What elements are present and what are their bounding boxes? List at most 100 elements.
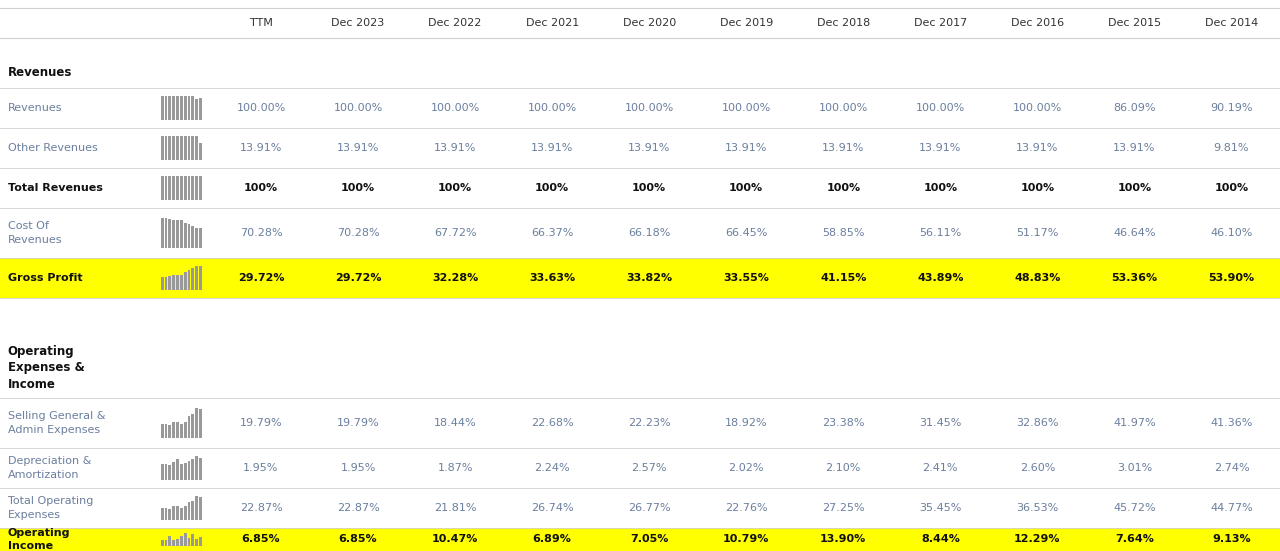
Text: 100.00%: 100.00% xyxy=(430,103,480,113)
Bar xyxy=(173,275,175,290)
Bar xyxy=(195,496,198,520)
Bar xyxy=(169,96,172,120)
Bar xyxy=(161,277,164,290)
Bar xyxy=(169,425,172,438)
Text: 6.85%: 6.85% xyxy=(339,534,378,544)
Bar xyxy=(165,176,168,200)
Text: 48.83%: 48.83% xyxy=(1014,273,1061,283)
Text: 100%: 100% xyxy=(632,183,667,193)
Text: 6.89%: 6.89% xyxy=(532,534,572,544)
Bar xyxy=(195,267,198,290)
Bar xyxy=(183,272,187,290)
Text: 8.44%: 8.44% xyxy=(920,534,960,544)
Bar xyxy=(165,508,168,520)
Text: Gross Profit: Gross Profit xyxy=(8,273,82,283)
Text: 100%: 100% xyxy=(438,183,472,193)
Bar xyxy=(195,456,198,480)
Bar xyxy=(165,218,168,248)
Text: 70.28%: 70.28% xyxy=(337,228,379,238)
Text: 100%: 100% xyxy=(244,183,278,193)
Text: 22.87%: 22.87% xyxy=(239,503,283,513)
Text: 32.86%: 32.86% xyxy=(1016,418,1059,428)
Text: 1.87%: 1.87% xyxy=(438,463,472,473)
Text: Total Operating
Expenses: Total Operating Expenses xyxy=(8,496,93,520)
Text: 13.91%: 13.91% xyxy=(337,143,379,153)
Text: 100%: 100% xyxy=(1020,183,1055,193)
Bar xyxy=(198,409,202,438)
Text: 100.00%: 100.00% xyxy=(237,103,285,113)
Bar xyxy=(198,537,202,547)
Bar xyxy=(191,501,195,520)
Text: 86.09%: 86.09% xyxy=(1114,103,1156,113)
Text: 100%: 100% xyxy=(730,183,763,193)
Bar xyxy=(173,506,175,520)
Bar xyxy=(177,422,179,438)
Bar xyxy=(0,258,1280,298)
Bar xyxy=(161,424,164,438)
Text: Dec 2023: Dec 2023 xyxy=(332,18,385,28)
Text: Operating
Income: Operating Income xyxy=(8,528,70,551)
Text: 46.64%: 46.64% xyxy=(1114,228,1156,238)
Text: 100.00%: 100.00% xyxy=(333,103,383,113)
Bar xyxy=(187,96,191,120)
Text: Dec 2020: Dec 2020 xyxy=(622,18,676,28)
Bar xyxy=(183,463,187,480)
Text: 44.77%: 44.77% xyxy=(1210,503,1253,513)
Bar xyxy=(195,408,198,438)
Bar xyxy=(177,176,179,200)
Text: TTM: TTM xyxy=(250,18,273,28)
Bar xyxy=(183,422,187,438)
Text: 2.74%: 2.74% xyxy=(1213,463,1249,473)
Text: 13.91%: 13.91% xyxy=(919,143,961,153)
Bar xyxy=(165,539,168,547)
Bar xyxy=(173,539,175,547)
Text: Dec 2022: Dec 2022 xyxy=(429,18,481,28)
Bar xyxy=(191,268,195,290)
Bar xyxy=(180,176,183,200)
Bar xyxy=(198,99,202,120)
Bar xyxy=(187,224,191,248)
Text: 7.64%: 7.64% xyxy=(1115,534,1153,544)
Text: 21.81%: 21.81% xyxy=(434,503,476,513)
Text: Dec 2019: Dec 2019 xyxy=(719,18,773,28)
Text: 41.97%: 41.97% xyxy=(1114,418,1156,428)
Bar xyxy=(161,176,164,200)
Bar xyxy=(191,96,195,120)
Bar xyxy=(165,136,168,160)
Bar xyxy=(173,462,175,480)
Text: 2.10%: 2.10% xyxy=(826,463,861,473)
Bar xyxy=(187,136,191,160)
Text: 2.02%: 2.02% xyxy=(728,463,764,473)
Bar xyxy=(187,538,191,547)
Bar xyxy=(198,228,202,248)
Text: Dec 2014: Dec 2014 xyxy=(1204,18,1258,28)
Bar xyxy=(180,536,183,547)
Text: Depreciation &
Amortization: Depreciation & Amortization xyxy=(8,456,91,479)
Bar xyxy=(187,176,191,200)
Bar xyxy=(165,464,168,480)
Text: Operating
Expenses &
Income: Operating Expenses & Income xyxy=(8,344,84,392)
Text: 9.81%: 9.81% xyxy=(1213,143,1249,153)
Text: 13.90%: 13.90% xyxy=(820,534,867,544)
Bar xyxy=(191,459,195,480)
Bar xyxy=(183,506,187,520)
Bar xyxy=(187,461,191,480)
Text: 66.37%: 66.37% xyxy=(531,228,573,238)
Bar xyxy=(198,458,202,480)
Text: 22.23%: 22.23% xyxy=(628,418,671,428)
Text: 29.72%: 29.72% xyxy=(335,273,381,283)
Bar xyxy=(191,176,195,200)
Bar xyxy=(191,414,195,438)
Bar xyxy=(169,465,172,480)
Text: 29.72%: 29.72% xyxy=(238,273,284,283)
Text: 100.00%: 100.00% xyxy=(722,103,771,113)
Text: 2.60%: 2.60% xyxy=(1020,463,1055,473)
Bar xyxy=(180,508,183,520)
Bar xyxy=(165,424,168,438)
Text: 13.91%: 13.91% xyxy=(1016,143,1059,153)
Text: Dec 2017: Dec 2017 xyxy=(914,18,966,28)
Text: Dec 2016: Dec 2016 xyxy=(1011,18,1064,28)
Text: 100.00%: 100.00% xyxy=(1012,103,1062,113)
Text: 13.91%: 13.91% xyxy=(724,143,768,153)
Text: 13.91%: 13.91% xyxy=(434,143,476,153)
